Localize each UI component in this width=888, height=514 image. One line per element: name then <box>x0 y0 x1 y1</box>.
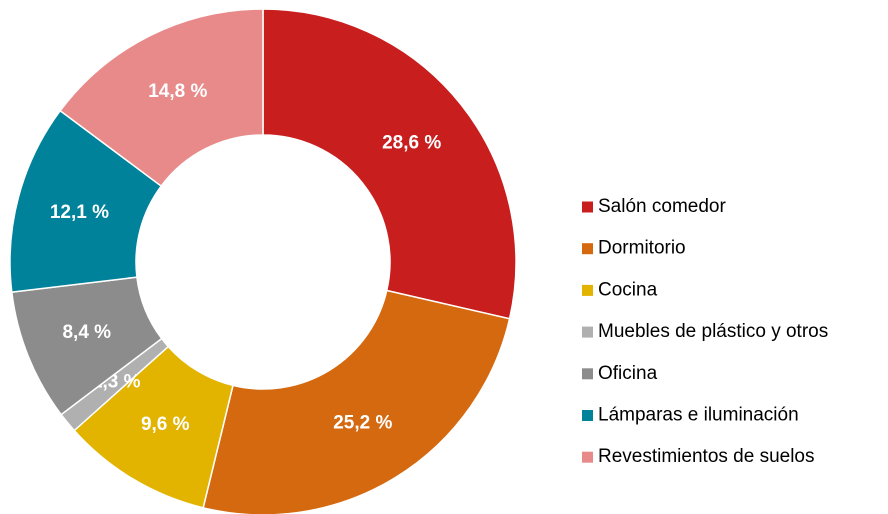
value-label: 28,6 % <box>382 133 441 154</box>
legend-label: Salón comedor <box>598 196 726 217</box>
legend-swatch <box>582 410 593 421</box>
value-label: 8,4 % <box>62 322 111 343</box>
legend-swatch <box>582 326 593 338</box>
slice <box>59 8 264 188</box>
slice <box>262 8 517 320</box>
legend-swatch <box>582 451 593 463</box>
legend-label: Dormitorio <box>598 238 686 259</box>
value-label: 25,2 % <box>333 413 392 434</box>
value-label: 9,6 % <box>141 414 190 435</box>
slice <box>202 289 511 514</box>
legend-swatch <box>582 284 593 296</box>
legend-swatch <box>582 368 593 380</box>
legend-label: Muebles de plástico y otros <box>598 321 828 342</box>
legend-label: Oficina <box>598 363 658 384</box>
legend-swatch <box>582 243 593 255</box>
value-label: 14,8 % <box>148 81 207 102</box>
legend-swatch <box>582 201 593 213</box>
value-label: 12,1 % <box>50 202 109 223</box>
legend-label: Lámparas e iluminación <box>598 405 799 426</box>
legend-label: Cocina <box>598 279 658 300</box>
legend-label: Revestimientos de suelos <box>598 446 815 467</box>
